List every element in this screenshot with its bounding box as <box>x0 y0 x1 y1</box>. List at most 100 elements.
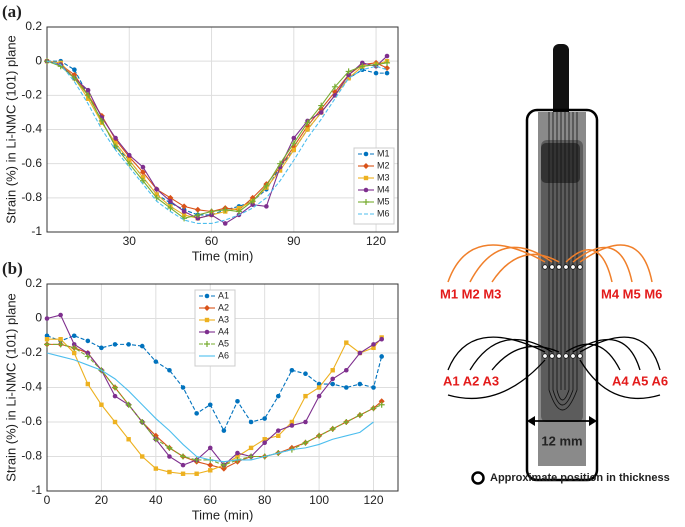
x-tick-label: 20 <box>95 493 109 507</box>
point <box>303 419 308 425</box>
point <box>318 102 325 109</box>
point <box>359 63 366 70</box>
point <box>71 75 78 82</box>
legend-label: M3 <box>377 172 390 182</box>
point <box>318 110 324 115</box>
point <box>153 466 159 471</box>
point <box>373 61 380 68</box>
point <box>71 344 78 351</box>
point <box>85 381 91 387</box>
legend-marker <box>204 341 210 347</box>
point <box>276 433 281 438</box>
y-tick-label: 0 <box>35 53 42 67</box>
point <box>384 59 391 66</box>
point <box>221 428 227 433</box>
legend-marker <box>363 187 369 193</box>
y-tick-label: -1 <box>31 224 42 238</box>
x-tick-label: 30 <box>123 234 137 248</box>
point <box>168 198 173 204</box>
point <box>263 182 270 189</box>
point <box>57 341 64 348</box>
width-label: 12 mm <box>541 433 582 448</box>
point <box>235 208 242 215</box>
point <box>85 92 92 99</box>
point <box>140 164 146 170</box>
series-line <box>47 337 383 475</box>
point <box>360 60 365 66</box>
point <box>316 432 323 439</box>
point <box>126 437 131 442</box>
point <box>140 454 145 459</box>
point <box>303 371 308 377</box>
point <box>44 316 50 321</box>
point <box>384 70 390 76</box>
point <box>344 340 349 345</box>
point <box>291 147 296 153</box>
y-tick-label: -0.4 <box>21 122 42 136</box>
panel-label: (a) <box>2 2 22 21</box>
point <box>153 359 159 364</box>
x-tick-label: 120 <box>363 493 383 507</box>
point <box>289 423 295 428</box>
cell-diagram: M1 M2 M3 M4 M5 M6 A1 A2 A3 A4 A5 A6 12 m… <box>440 44 670 485</box>
series-line <box>46 60 388 213</box>
legend-marker <box>204 293 210 299</box>
y-tick-label: 0 <box>35 311 42 325</box>
thickness-legend: Approximate position in thickness <box>490 472 670 484</box>
y-tick-label: -0.2 <box>21 345 42 359</box>
point <box>343 419 350 425</box>
legend-label: M1 <box>377 148 390 158</box>
chart: -1 -0.8 -0.6 -0.4 -0.2 0 0.2 30 60 90 120 Time (min… <box>2 2 399 263</box>
legend-box <box>194 289 236 367</box>
legend-marker <box>363 199 369 205</box>
point <box>208 468 213 473</box>
y-axis-label: Strain (%) in Li-NMC (101) plane <box>3 293 18 482</box>
fiber-loops <box>548 389 578 411</box>
point <box>167 205 174 212</box>
point <box>305 127 310 132</box>
point <box>126 160 133 167</box>
legend-marker <box>204 305 210 311</box>
point <box>85 350 91 356</box>
point <box>344 367 349 373</box>
point <box>72 350 77 356</box>
point <box>303 393 308 399</box>
panel-label: (b) <box>2 259 23 278</box>
legend-marker <box>363 151 369 157</box>
x-tick-label: 120 <box>366 234 386 248</box>
point <box>248 453 255 460</box>
point <box>139 177 146 184</box>
point <box>346 72 351 78</box>
point <box>181 203 188 210</box>
x-tick-label: 40 <box>149 493 163 507</box>
point <box>370 405 377 412</box>
width-arrow <box>527 416 597 426</box>
point <box>85 87 91 93</box>
point <box>302 439 309 446</box>
chart: -1 -0.8 -0.6 -0.4 -0.2 0 0.2 0 20 40 60 80 100 120 Tim… <box>2 259 399 522</box>
point <box>209 212 214 218</box>
legend-box <box>353 147 395 225</box>
legend-label: M6 <box>377 208 390 218</box>
point <box>289 367 295 373</box>
point <box>235 399 240 404</box>
point <box>330 376 335 382</box>
point <box>220 462 227 469</box>
point <box>275 428 281 433</box>
point <box>262 416 267 421</box>
point <box>194 471 199 476</box>
point <box>384 53 390 59</box>
point <box>236 205 242 211</box>
thickness-marker <box>471 471 485 485</box>
legend-label: A5 <box>218 338 229 348</box>
point <box>181 212 187 218</box>
x-tick-label: 80 <box>258 493 272 507</box>
point <box>289 419 295 425</box>
x-tick-label: 90 <box>287 234 301 248</box>
y-tick-label: -0.2 <box>21 88 42 102</box>
point <box>194 411 199 416</box>
x-axis-label: Time (min) <box>192 507 254 522</box>
point <box>84 353 91 360</box>
point <box>222 206 229 213</box>
label-a-left: A1 A2 A3 <box>443 373 499 388</box>
